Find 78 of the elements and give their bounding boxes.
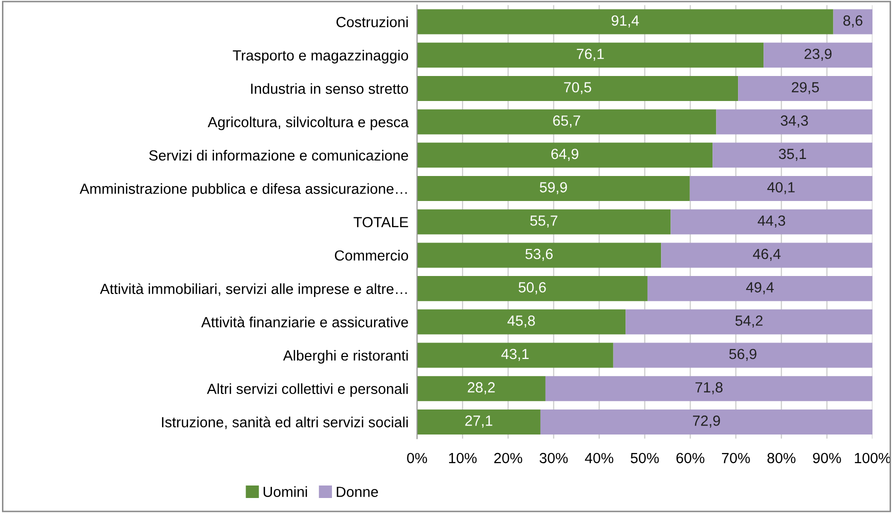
data-label: 45,8 <box>507 315 535 328</box>
y-tick-label: Agricoltura, silvicoltura e pesca <box>208 116 409 130</box>
y-tick-label: Altri servizi collettivi e personali <box>206 383 408 397</box>
y-tick-label: Amministrazione pubblica e difesa assicurazione… <box>80 183 407 197</box>
bar <box>661 242 872 268</box>
x-tick-label: 40% <box>584 452 614 464</box>
bar <box>417 9 834 34</box>
bar <box>417 76 738 101</box>
data-label: 59,9 <box>540 182 567 194</box>
data-label: 65,7 <box>553 115 580 128</box>
data-label: 44,3 <box>758 215 786 228</box>
bar <box>417 376 546 402</box>
x-tick-label: 20% <box>494 452 522 464</box>
data-label: 28,2 <box>468 382 495 394</box>
y-tick-label: Costruzioni <box>336 16 408 28</box>
data-label: 55,7 <box>530 216 558 228</box>
y-tick-label: Attività finanziarie e assicurative <box>201 316 408 328</box>
bar <box>417 409 540 434</box>
data-label: 49,4 <box>746 282 774 294</box>
bar <box>690 176 872 202</box>
bar <box>647 276 872 302</box>
bar <box>670 209 872 234</box>
bar <box>738 76 872 101</box>
bar <box>545 376 872 402</box>
x-tick-label: 10% <box>449 452 477 464</box>
legend-label: Donne <box>336 486 378 497</box>
x-tick-label: 60% <box>676 452 704 464</box>
bar <box>417 309 626 334</box>
data-label: 27,1 <box>465 416 492 428</box>
bar <box>417 276 648 302</box>
x-tick-label: 70% <box>722 452 750 464</box>
bar <box>613 342 872 368</box>
legend-label: Uomini <box>264 486 307 497</box>
data-label: 34,3 <box>780 115 808 128</box>
data-label: 40,1 <box>767 182 795 194</box>
data-label: 29,5 <box>792 82 819 94</box>
data-label: 50,6 <box>518 282 546 294</box>
y-tick-label: Trasporto e magazzinaggio <box>232 50 408 64</box>
bar <box>626 309 872 334</box>
data-label: 70,5 <box>564 82 592 94</box>
data-label: 71,8 <box>696 382 723 394</box>
y-tick-label: Istruzione, sanità ed altri servizi sociali <box>162 416 408 430</box>
bar <box>764 42 872 68</box>
bar <box>417 109 716 134</box>
x-tick-label: 50% <box>630 452 659 464</box>
data-label: 76,1 <box>576 48 604 61</box>
data-label: 8,6 <box>843 15 862 28</box>
bar <box>417 209 671 234</box>
bar <box>417 242 662 268</box>
y-tick-label: Attività immobiliari, servizi alle imprese e altre… <box>100 283 407 297</box>
bar <box>417 142 713 168</box>
x-tick-label: 90% <box>813 452 841 464</box>
bar <box>417 176 690 202</box>
y-tick-label: TOTALE <box>354 216 408 228</box>
bar <box>417 42 764 68</box>
data-label: 53,6 <box>525 248 553 261</box>
bar <box>833 9 872 34</box>
y-tick-label: Commercio <box>334 250 408 261</box>
bar <box>716 109 872 134</box>
data-label: 46,4 <box>752 248 781 261</box>
y-tick-label: Alberghi e ristoranti <box>283 350 408 364</box>
data-label: 54,2 <box>735 315 762 328</box>
y-tick-label: Servizi di informazione e comunicazione <box>149 150 408 161</box>
data-label: 64,9 <box>551 148 578 161</box>
data-label: 35,1 <box>778 148 806 161</box>
data-label: 72,9 <box>693 416 720 428</box>
data-label: 91,4 <box>612 15 639 28</box>
x-tick-label: 30% <box>540 452 568 464</box>
y-tick-label: Industria in senso stretto <box>251 83 408 94</box>
data-label: 56,9 <box>729 348 756 361</box>
x-tick-label: 80% <box>767 452 796 464</box>
x-tick-label: 0% <box>407 452 428 464</box>
bar <box>417 342 614 368</box>
data-label: 23,9 <box>804 48 832 61</box>
bar <box>540 409 872 434</box>
bar <box>712 142 872 168</box>
x-tick-label: 100% <box>854 452 891 464</box>
data-label: 43,1 <box>501 348 529 361</box>
